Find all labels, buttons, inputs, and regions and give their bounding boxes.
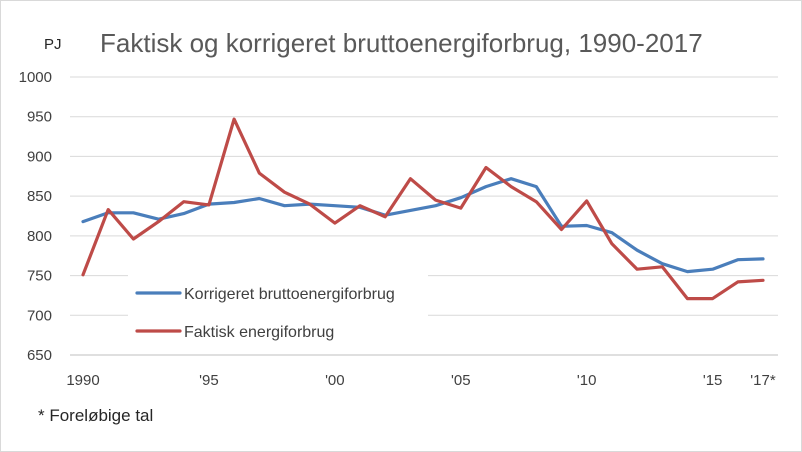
x-tick-label: '00: [325, 372, 345, 389]
footnote: * Foreløbige tal: [38, 406, 154, 425]
y-tick-label: 1000: [19, 69, 52, 86]
series-lines: [81, 117, 765, 301]
legend-label: Faktisk energiforbrug: [184, 324, 334, 341]
x-tick-label: '15: [703, 372, 723, 389]
series-line-2: [81, 117, 765, 301]
chart-title: Faktisk og korrigeret bruttoenergiforbru…: [100, 28, 703, 58]
legend: Korrigeret bruttoenergiforbrug Faktisk en…: [128, 270, 428, 350]
y-tick-label: 850: [27, 188, 52, 205]
x-tick-label: 1990: [66, 372, 99, 389]
y-axis-unit: PJ: [44, 36, 62, 53]
series-line-1: [81, 177, 765, 274]
y-tick-labels: 650 700 750 800 850 900 950 1000: [19, 69, 52, 364]
x-tick-labels: 1990 '95 '00 '05 '10 '15 '17*: [66, 372, 776, 389]
y-tick-label: 750: [27, 268, 52, 285]
y-tick-label: 800: [27, 228, 52, 245]
x-tick-label: '17*: [750, 372, 776, 389]
x-tick-label: '05: [451, 372, 471, 389]
x-tick-label: '10: [577, 372, 597, 389]
y-tick-label: 900: [27, 148, 52, 165]
legend-label: Korrigeret bruttoenergiforbrug: [184, 286, 395, 303]
y-tick-label: 700: [27, 307, 52, 324]
y-tick-label: 650: [27, 347, 52, 364]
legend-box: [128, 270, 428, 350]
x-tick-label: '95: [199, 372, 219, 389]
y-tick-label: 950: [27, 109, 52, 126]
